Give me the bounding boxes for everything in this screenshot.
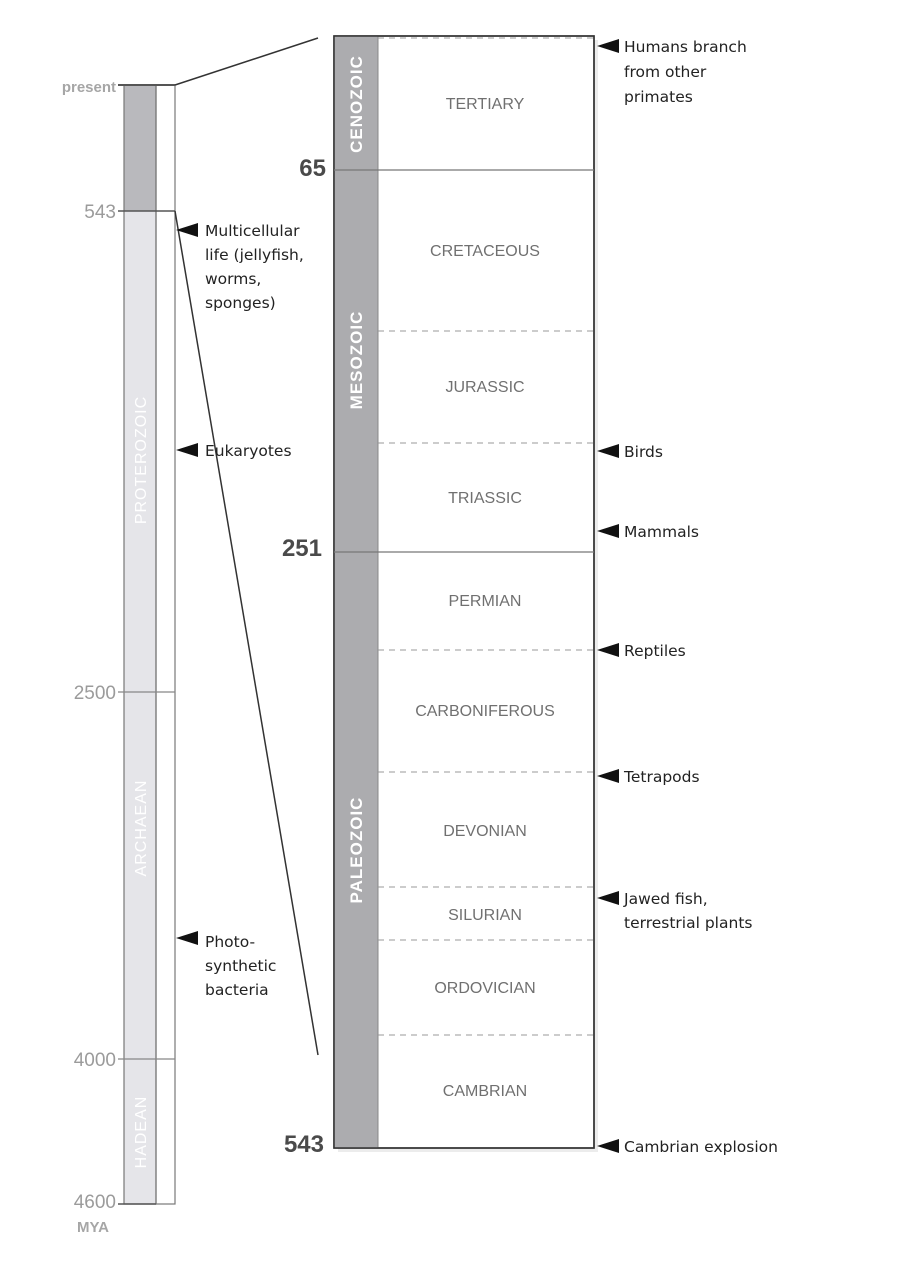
event-marker-birds — [597, 444, 619, 458]
period-label-cambrian: CAMBRIAN — [443, 1083, 527, 1100]
present-label: present — [62, 79, 116, 96]
era-label-mesozoic: MESOZOIC — [347, 311, 366, 410]
period-label-permian: PERMIAN — [449, 593, 522, 610]
event-marker-cambrian-explosion — [597, 1139, 619, 1153]
eon-label-hadean: HADEAN — [133, 1096, 150, 1169]
tick-label-65: 65 — [299, 155, 326, 182]
connector-top — [174, 37, 319, 86]
event-label-tetrapods: Tetrapods — [623, 768, 700, 786]
period-label-tertiary: TERTIARY — [446, 96, 525, 113]
eon-label-archaean: ARCHAEAN — [133, 780, 150, 877]
event-label-birds: Birds — [624, 443, 663, 461]
left-timescale: present 543 2500 4000 4600 MYA PROTEROZO… — [62, 79, 176, 1236]
era-label-paleozoic: PALEOZOIC — [347, 797, 366, 904]
tick-label-2500: 2500 — [74, 683, 116, 704]
event-label-cambrian-explosion: Cambrian explosion — [624, 1138, 778, 1156]
event-marker-mammals — [597, 524, 619, 538]
column-border — [333, 35, 595, 1149]
tick-label-543-right: 543 — [284, 1131, 324, 1158]
event-marker-tetrapods — [597, 769, 619, 783]
tick-label-543: 543 — [84, 202, 116, 223]
event-label-reptiles: Reptiles — [624, 642, 686, 660]
tick-label-4600: 4600 — [74, 1192, 116, 1213]
phanerozoic-block — [124, 85, 156, 211]
event-marker-humans — [597, 39, 619, 53]
tick-label-251: 251 — [282, 535, 322, 562]
event-marker-eukaryotes — [176, 443, 198, 457]
zoom-connectors — [174, 37, 319, 1056]
unit-label: MYA — [77, 1219, 109, 1236]
era-column — [334, 36, 378, 1148]
event-track — [155, 84, 176, 1205]
eon-label-proterozoic: PROTEROZOIC — [133, 396, 150, 524]
event-label-jawed-fish: Jawed fish, terrestrial plants — [623, 890, 752, 932]
event-marker-reptiles — [597, 643, 619, 657]
event-label-eukaryotes: Eukaryotes — [205, 442, 292, 460]
tick-label-4000: 4000 — [74, 1050, 116, 1071]
right-timescale: 65 251 543 CENOZOIC MESOZOIC PALEOZOIC T… — [282, 35, 598, 1158]
event-label-humans: Humans branch from other primates — [624, 38, 752, 106]
event-marker-photosynthetic — [176, 931, 198, 945]
precambrian-block — [124, 211, 156, 1204]
period-label-triassic: TRIASSIC — [448, 490, 522, 507]
period-label-jurassic: JURASSIC — [445, 379, 524, 396]
period-label-devonian: DEVONIAN — [443, 823, 527, 840]
connector-bottom — [174, 210, 319, 1056]
period-label-carboniferous: CARBONIFEROUS — [415, 703, 555, 720]
right-events: Humans branch from other primates Birds … — [597, 38, 778, 1156]
left-events: Multicellular life (jellyfish, worms, sp… — [176, 222, 309, 999]
period-label-silurian: SILURIAN — [448, 907, 522, 924]
event-label-mammals: Mammals — [624, 523, 699, 541]
era-label-cenozoic: CENOZOIC — [347, 55, 366, 153]
period-label-cretaceous: CRETACEOUS — [430, 243, 540, 260]
event-marker-multicellular — [176, 223, 198, 237]
event-label-photosynthetic: Photo- synthetic bacteria — [205, 933, 281, 999]
event-label-multicellular: Multicellular life (jellyfish, worms, sp… — [205, 222, 309, 312]
event-marker-jawed-fish — [597, 891, 619, 905]
period-label-ordovician: ORDOVICIAN — [434, 980, 535, 997]
